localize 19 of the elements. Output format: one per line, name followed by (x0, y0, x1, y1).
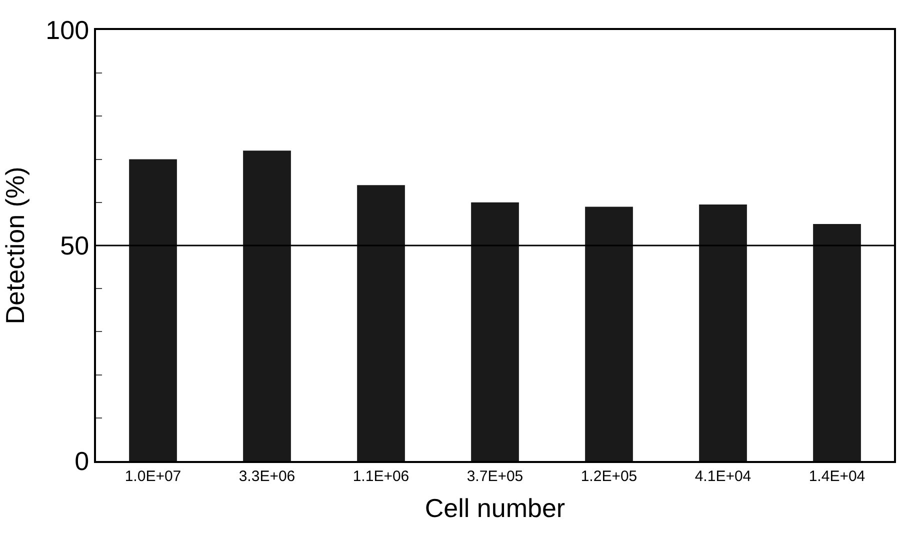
x-axis-title: Cell number (424, 492, 566, 523)
y-tick-label: 100 (46, 15, 90, 46)
y-tick-label: 0 (74, 446, 90, 476)
y-tick-label: 50 (60, 230, 90, 261)
x-tick-label: 3.7E+05 (466, 468, 524, 485)
x-tick-label: 4.1E+04 (694, 468, 752, 485)
bar (243, 150, 291, 461)
bar (813, 224, 861, 461)
bar (471, 202, 519, 461)
bar (357, 185, 405, 461)
x-tick-label: 1.0E+07 (124, 468, 182, 485)
bar (699, 204, 747, 461)
bar (129, 159, 177, 461)
bar (585, 206, 633, 461)
x-tick-label: 1.2E+05 (580, 468, 638, 485)
x-tick-label: 1.1E+06 (352, 468, 410, 485)
x-tick-label: 1.4E+04 (808, 468, 866, 485)
y-axis-title: Detection (%) (0, 166, 30, 324)
x-tick-label: 3.3E+06 (238, 468, 296, 485)
